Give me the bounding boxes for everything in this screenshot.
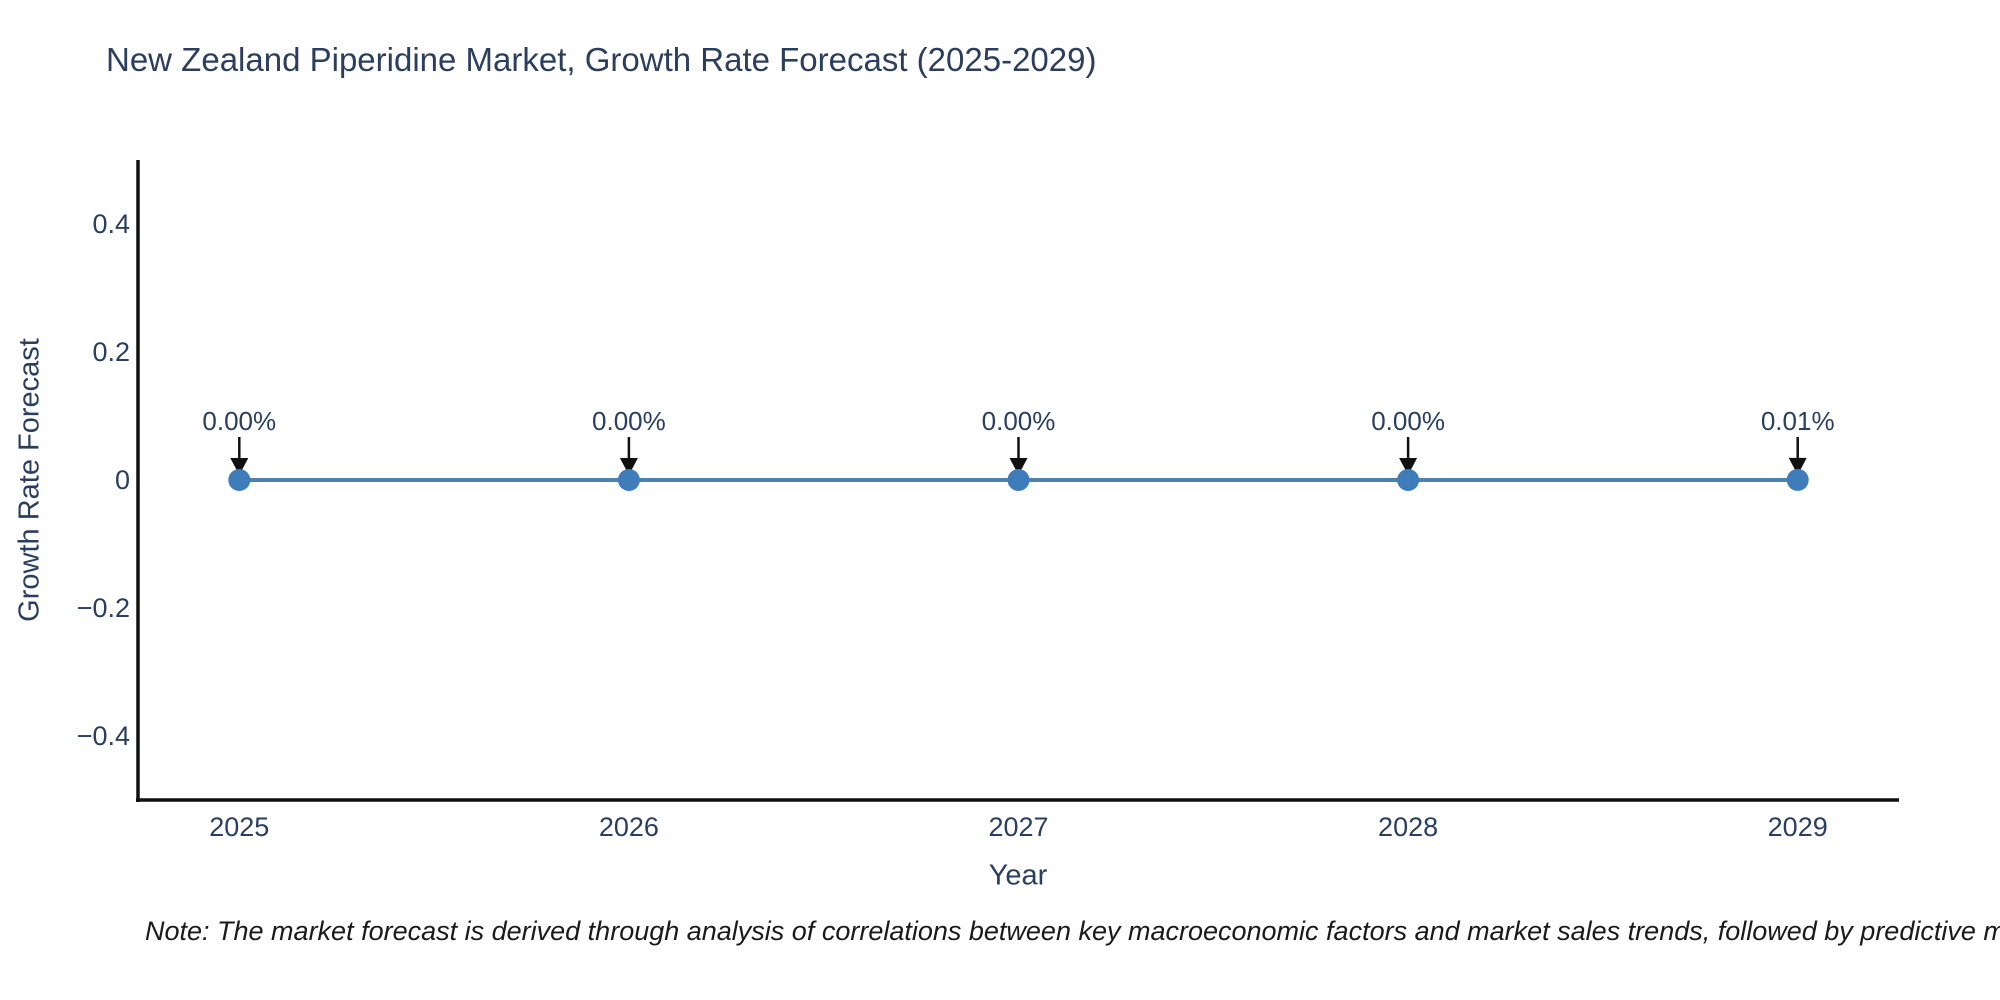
data-point-marker[interactable]	[228, 469, 251, 491]
data-label: 0.00%	[202, 406, 277, 436]
annotation-arrowhead	[1399, 458, 1418, 475]
y-tick-label: −0.2	[76, 593, 130, 623]
footnote: Note: The market forecast is derived thr…	[145, 916, 2000, 946]
data-label: 0.00%	[981, 406, 1056, 436]
annotation-arrowhead	[619, 458, 638, 475]
annotation-arrowhead	[230, 458, 249, 475]
data-label: 0.00%	[1371, 406, 1445, 436]
data-point-marker[interactable]	[1397, 469, 1420, 491]
x-tick-label: 2029	[1767, 812, 1828, 842]
x-axis-title: Year	[988, 859, 1048, 892]
data-label: 0.00%	[592, 406, 666, 436]
x-tick-label: 2028	[1378, 812, 1439, 842]
data-point-marker[interactable]	[1007, 469, 1030, 491]
y-tick-label: −0.4	[76, 721, 130, 751]
y-tick-label: 0	[114, 465, 130, 495]
annotation-arrowhead	[1009, 458, 1028, 475]
y-tick-label: 0.2	[92, 337, 130, 367]
data-point-marker[interactable]	[1786, 468, 1809, 491]
x-tick-label: 2025	[209, 812, 270, 842]
page-title: New Zealand Piperidine Market, Growth Ra…	[106, 41, 1097, 78]
data-label: 0.01%	[1760, 405, 1835, 436]
x-tick-label: 2027	[988, 812, 1049, 842]
y-tick-label: 0.4	[92, 209, 130, 239]
annotation-arrowhead	[1788, 457, 1807, 475]
data-point-marker[interactable]	[617, 469, 640, 491]
x-tick-label: 2026	[598, 812, 659, 842]
